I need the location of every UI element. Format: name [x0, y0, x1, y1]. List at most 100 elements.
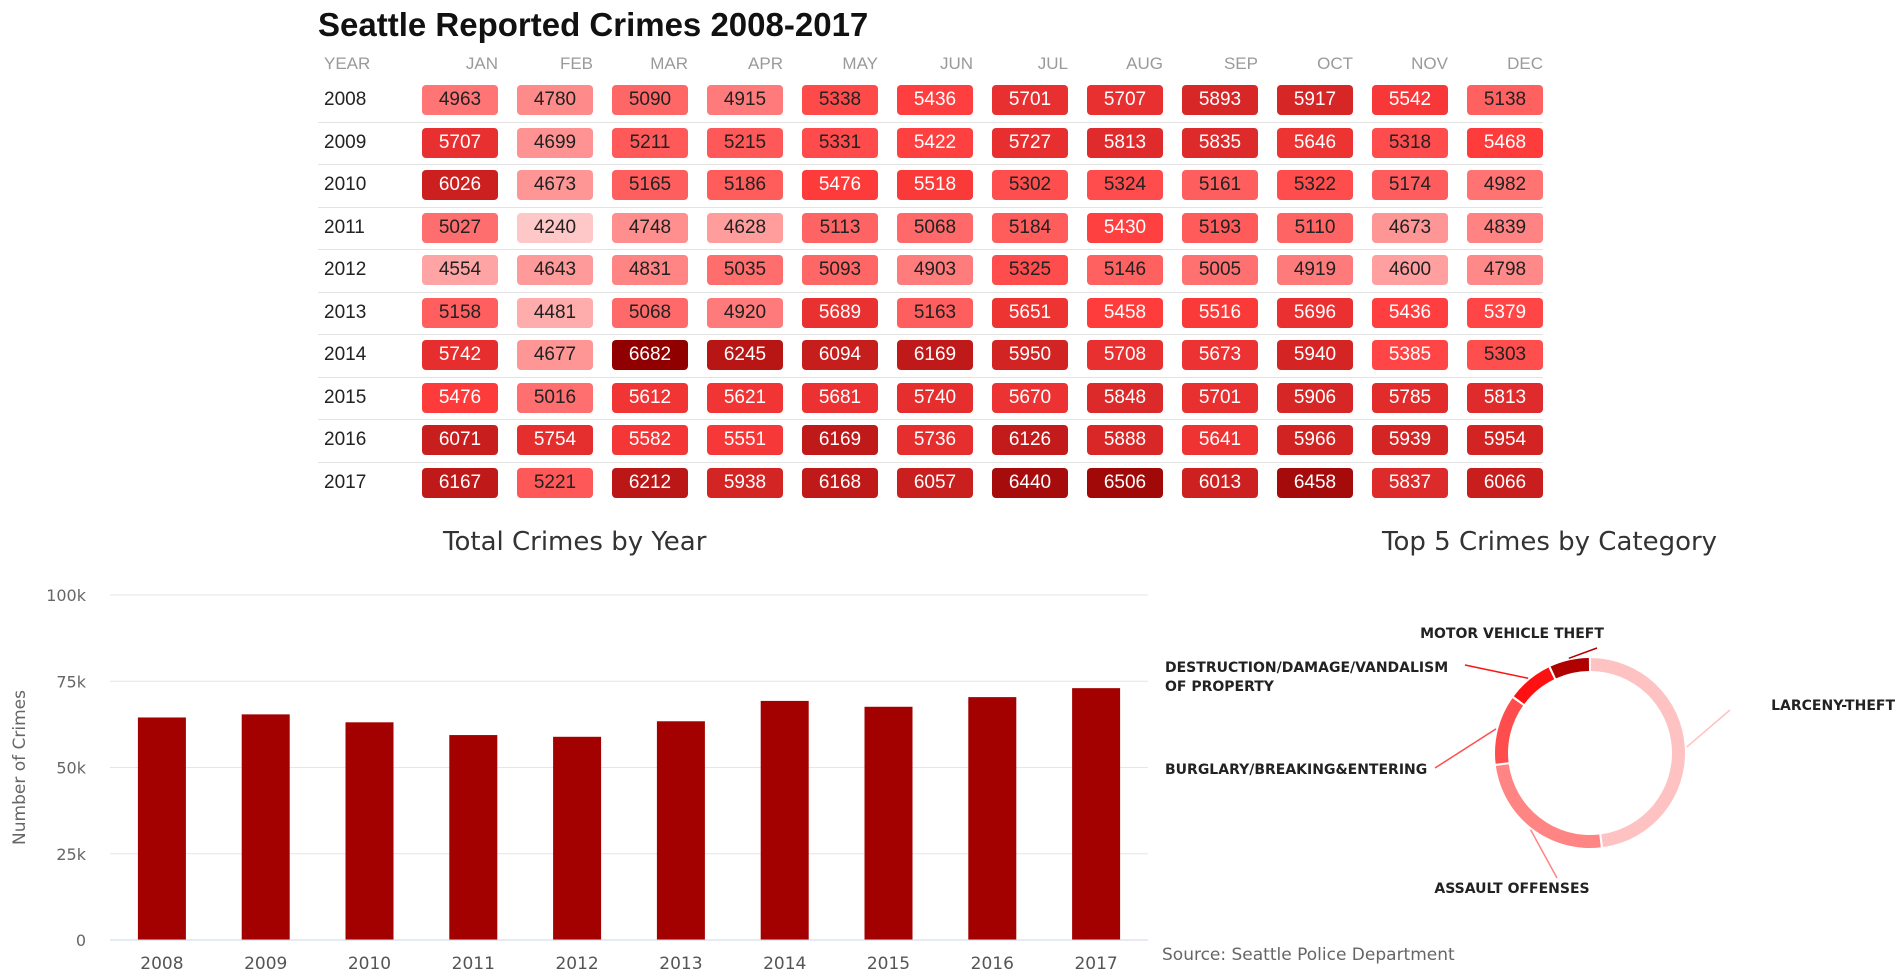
- heatmap-year-label: 2014: [324, 344, 367, 365]
- heatmap-cell: 4748: [612, 212, 688, 243]
- heatmap-cell: 4643: [517, 255, 593, 285]
- x-tick-label: 2011: [452, 954, 495, 974]
- heatmap-cell: 4673: [1372, 212, 1448, 243]
- bar: [345, 722, 394, 940]
- heatmap-year-label: 2009: [324, 131, 367, 153]
- heatmap-cell: 5303: [1467, 340, 1543, 370]
- x-tick-label: 2016: [971, 954, 1014, 974]
- heatmap-cell: 5165: [612, 170, 688, 200]
- heatmap-cell: 5379: [1467, 297, 1543, 328]
- heatmap-cell: 5325: [992, 255, 1068, 285]
- heatmap-cell: 5016: [517, 382, 593, 413]
- heatmap-cell: 4831: [612, 255, 688, 285]
- heatmap-cell: 5035: [707, 255, 783, 285]
- heatmap-cell: 5158: [422, 297, 498, 328]
- heatmap-cell: 5813: [1467, 382, 1543, 413]
- heatmap-cell: 5338: [802, 85, 878, 115]
- heatmap-cell: 5670: [992, 382, 1068, 413]
- bar: [553, 736, 602, 940]
- heatmap-cell: 4963: [422, 85, 498, 115]
- x-tick-label: 2010: [348, 954, 391, 974]
- donut-slice: [1495, 764, 1601, 848]
- heatmap-cell: 5518: [897, 170, 973, 200]
- heatmap-cell: 6168: [802, 467, 878, 498]
- heatmap-month-header: MAR: [650, 54, 688, 73]
- heatmap-cell: 5090: [612, 85, 688, 115]
- heatmap-cell: 5161: [1182, 170, 1258, 200]
- donut-label: DESTRUCTION/DAMAGE/VANDALISM OF PROPERTY: [1165, 660, 1448, 695]
- heatmap-cell: 4600: [1372, 255, 1448, 285]
- x-tick-label: 2017: [1074, 954, 1117, 974]
- heatmap-cell: 5163: [897, 297, 973, 328]
- heatmap-year-label: 2017: [324, 471, 367, 493]
- heatmap-cell: 5068: [612, 297, 688, 328]
- x-tick-label: 2013: [659, 954, 702, 974]
- heatmap-cell: 5110: [1277, 212, 1353, 243]
- heatmap-cell: 5331: [802, 127, 878, 158]
- heatmap-cell: 5542: [1372, 85, 1448, 115]
- heatmap-cell: 5385: [1372, 340, 1448, 370]
- heatmap-cell: 4673: [517, 170, 593, 200]
- heatmap-cell: 5938: [707, 467, 783, 498]
- heatmap-year-label: 2015: [324, 386, 367, 408]
- heatmap-cell: 5221: [517, 467, 593, 498]
- x-tick-label: 2015: [867, 954, 910, 974]
- heatmap-cell: 6212: [612, 467, 688, 498]
- heatmap-cell: 6167: [422, 467, 498, 498]
- heatmap-cell: 5707: [1087, 85, 1163, 115]
- heatmap-month-header: OCT: [1317, 54, 1353, 73]
- heatmap-cell: 5193: [1182, 212, 1258, 243]
- heatmap-cell: 5302: [992, 170, 1068, 200]
- heatmap-cell: 6440: [992, 467, 1068, 498]
- donut-connector: [1434, 728, 1497, 769]
- heatmap-cell: 6071: [422, 425, 498, 455]
- donut-slice: [1495, 698, 1524, 764]
- heatmap-month-header: MAY: [842, 54, 878, 73]
- heatmap-cell: 6013: [1182, 467, 1258, 498]
- heatmap-cell: 5966: [1277, 425, 1353, 455]
- donut-connector: [1686, 709, 1731, 748]
- heatmap-cell: 5174: [1372, 170, 1448, 200]
- x-tick-label: 2012: [555, 954, 598, 974]
- heatmap-cell: 4780: [517, 85, 593, 115]
- heatmap-cell: 5436: [897, 85, 973, 115]
- donut-connector: [1568, 647, 1598, 660]
- bar: [864, 706, 913, 940]
- heatmap-cell: 6126: [992, 425, 1068, 455]
- heatmap-cell: 4677: [517, 340, 593, 370]
- heatmap-cell: 5324: [1087, 170, 1163, 200]
- heatmap-cell: 5813: [1087, 127, 1163, 158]
- heatmap-cell: 5939: [1372, 425, 1448, 455]
- heatmap-cell: 5211: [612, 127, 688, 158]
- heatmap-cell: 6094: [802, 340, 878, 370]
- heatmap-cell: 6169: [802, 425, 878, 455]
- y-tick-label: 50k: [56, 759, 86, 778]
- heatmap-row-divider: [318, 376, 1543, 378]
- heatmap-month-header: JUL: [1037, 54, 1068, 73]
- donut-label: MOTOR VEHICLE THEFT: [1420, 626, 1604, 642]
- x-tick-label: 2014: [763, 954, 806, 974]
- heatmap-cell: 5422: [897, 127, 973, 158]
- heatmap-cell: 6458: [1277, 467, 1353, 498]
- heatmap-row-divider: [318, 291, 1543, 293]
- heatmap-cell: 5701: [992, 85, 1068, 115]
- bar: [968, 697, 1017, 940]
- x-tick-label: 2009: [244, 954, 287, 974]
- monthly-crime-heatmap: YEAR JAN FEB MAR APR MAY JUN JUL AUG SEP OCT NOV DEC…: [318, 48, 1543, 498]
- donut-chart-title: Top 5 Crimes by Category: [1382, 527, 1718, 557]
- bar: [241, 714, 290, 940]
- heatmap-row-divider: [318, 334, 1543, 335]
- heatmap-row-divider: [318, 249, 1543, 250]
- heatmap-month-header: FEB: [559, 54, 593, 73]
- bar: [656, 721, 705, 940]
- heatmap-cell: 5186: [707, 170, 783, 200]
- heatmap-cell: 5708: [1087, 340, 1163, 370]
- heatmap-cell: 5673: [1182, 340, 1258, 370]
- heatmap-row-divider: [318, 206, 1543, 208]
- heatmap-cell: 6506: [1087, 467, 1163, 498]
- y-tick-label: 100k: [46, 586, 87, 605]
- heatmap-cell: 4798: [1467, 255, 1543, 285]
- heatmap-month-header: NOV: [1411, 54, 1448, 73]
- heatmap-cell: 5689: [802, 297, 878, 328]
- heatmap-cell: 5906: [1277, 382, 1353, 413]
